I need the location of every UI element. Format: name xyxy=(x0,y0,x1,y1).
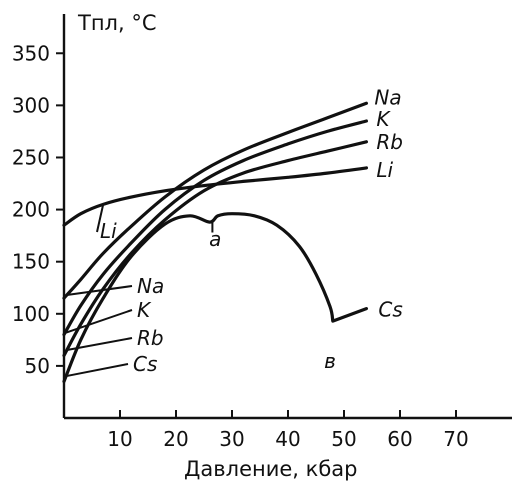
leader-line-cs xyxy=(64,363,129,378)
series-line-rb xyxy=(62,140,368,358)
y-tick-label: 50 xyxy=(25,354,50,378)
y-tick-label: 100 xyxy=(12,302,50,326)
series-label-right-k: K xyxy=(376,107,391,131)
annotations: aв xyxy=(209,222,336,373)
series-line-k xyxy=(62,119,368,337)
leader-line-rb xyxy=(65,337,133,352)
axes xyxy=(62,14,512,420)
series-label-left-li: Li xyxy=(100,219,117,243)
x-tick-label: 70 xyxy=(443,427,468,451)
series-label-left-rb: Rb xyxy=(137,326,164,350)
x-tick-label: 50 xyxy=(331,427,356,451)
series-line-li xyxy=(62,166,368,227)
y-tick-label: 150 xyxy=(12,250,50,274)
annotation-v: в xyxy=(324,349,336,373)
series-label-left-k: K xyxy=(137,298,152,322)
series-label-right-na: Na xyxy=(374,85,401,109)
y-tick-label: 200 xyxy=(12,198,50,222)
leader-line-na xyxy=(66,285,133,297)
x-axis-title: Давление, кбар xyxy=(184,457,357,481)
x-tick-label: 30 xyxy=(219,427,244,451)
series-line-cs xyxy=(62,212,368,384)
x-tick-label: 10 xyxy=(107,427,132,451)
x-tick-label: 40 xyxy=(275,427,300,451)
ticks: 50 100 150 200 250 300 350 10 20 30 40 50 60 70 xyxy=(12,41,469,451)
series-line-na xyxy=(62,101,368,300)
leader-line-k xyxy=(65,309,133,334)
y-tick-label: 300 xyxy=(12,93,50,117)
y-tick-label: 350 xyxy=(12,41,50,65)
series-label-right-rb: Rb xyxy=(376,130,403,154)
leader-line-li xyxy=(96,204,105,233)
x-tick-label: 60 xyxy=(387,427,412,451)
curves xyxy=(62,101,368,384)
series-label-right-li: Li xyxy=(376,158,393,182)
y-tick-label: 250 xyxy=(12,145,50,169)
y-axis-title: Tпл, °C xyxy=(77,11,157,35)
series-label-left-na: Na xyxy=(137,274,164,298)
x-tick-label: 20 xyxy=(163,427,188,451)
series-label-right-cs: Cs xyxy=(378,298,402,322)
annotation-a: a xyxy=(209,227,221,251)
series-label-left-cs: Cs xyxy=(133,352,157,376)
